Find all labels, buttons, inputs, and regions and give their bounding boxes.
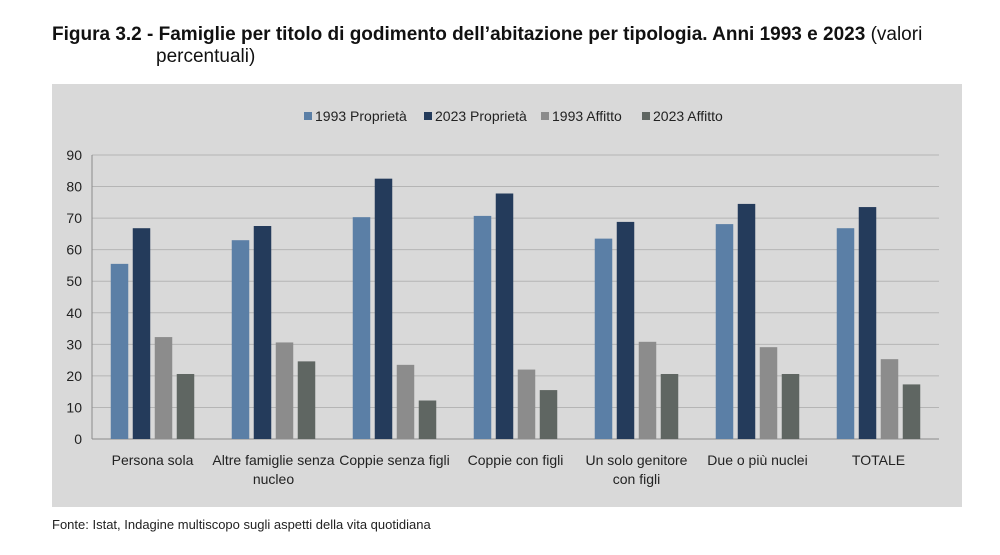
x-tick-label: Coppie senza figli: [339, 452, 450, 468]
bar: [594, 238, 613, 439]
bar: [638, 341, 657, 439]
bar-chart: 0 10 20 30 40 50 60 70 80 90 Persona sola Altre fam…: [66, 108, 939, 487]
legend-label: 1993 Proprietà: [315, 108, 407, 124]
bar: [781, 373, 800, 439]
y-tick-label: 10: [66, 399, 82, 415]
figure-title-bold: Figura 3.2 - Famiglie per titolo di godi…: [52, 24, 866, 45]
x-tick-label: Altre famiglie senza: [212, 452, 334, 468]
figure-title-note: (valori: [870, 24, 923, 45]
chart-panel: 0 10 20 30 40 50 60 70 80 90 Persona sola Altre fam…: [52, 84, 962, 507]
bar: [275, 342, 294, 439]
legend-label: 2023 Affitto: [653, 108, 723, 124]
bar: [176, 373, 195, 439]
x-tick-label: Un solo genitore: [586, 452, 688, 468]
bar: [418, 400, 437, 439]
legend-swatch: [642, 112, 650, 120]
bar: [473, 215, 492, 439]
bar: [836, 228, 855, 439]
bar: [110, 263, 129, 439]
x-tick-label: Persona sola: [112, 452, 194, 468]
figure-title-note-2: percentuali): [156, 46, 256, 67]
bar: [352, 217, 371, 439]
bar: [253, 226, 272, 439]
y-tick-label: 20: [66, 368, 82, 384]
bar: [374, 178, 393, 439]
bar: [231, 240, 250, 439]
legend-label: 2023 Proprietà: [435, 108, 527, 124]
y-tick-label: 70: [66, 210, 82, 226]
y-tick-label: 50: [66, 273, 82, 289]
x-tick-label: nucleo: [253, 471, 294, 487]
bar: [396, 364, 415, 439]
y-tick-label: 90: [66, 147, 82, 163]
bar: [154, 337, 173, 439]
legend-label: 1993 Affitto: [552, 108, 622, 124]
bar: [132, 228, 151, 439]
x-tick-label: Due o più nuclei: [707, 452, 807, 468]
bar: [902, 384, 921, 439]
y-tick-label: 80: [66, 179, 82, 195]
bar: [737, 203, 756, 439]
y-tick-label: 40: [66, 305, 82, 321]
figure-title: Figura 3.2 - Famiglie per titolo di godi…: [52, 24, 952, 68]
bar: [297, 361, 316, 439]
x-tick-label: Coppie con figli: [468, 452, 564, 468]
bar: [517, 369, 536, 439]
bar: [715, 224, 734, 439]
bar: [880, 359, 899, 439]
source-note: Fonte: Istat, Indagine multiscopo sugli …: [52, 517, 431, 532]
x-tick-label: TOTALE: [852, 452, 905, 468]
bar: [759, 347, 778, 439]
bar: [616, 221, 635, 439]
bar: [660, 373, 679, 439]
bar: [539, 390, 558, 439]
legend-swatch: [424, 112, 432, 120]
y-tick-label: 60: [66, 242, 82, 258]
legend-swatch: [541, 112, 549, 120]
legend-swatch: [304, 112, 312, 120]
y-tick-label: 30: [66, 336, 82, 352]
bar: [858, 207, 877, 439]
y-tick-label: 0: [74, 431, 82, 447]
bar: [495, 193, 514, 439]
x-tick-label: con figli: [613, 471, 660, 487]
